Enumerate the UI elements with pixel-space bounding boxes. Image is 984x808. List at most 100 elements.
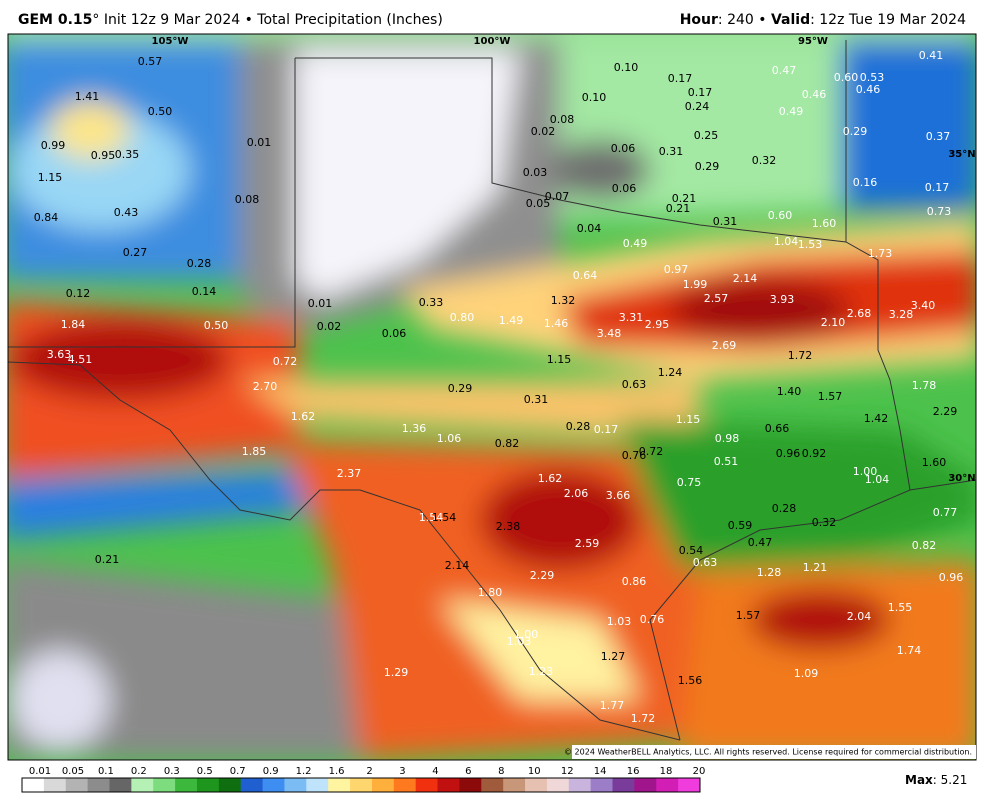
colorbar-tick-label: 16 xyxy=(627,766,640,777)
precip-value: 0.02 xyxy=(531,125,556,138)
precip-value: 2.68 xyxy=(847,307,872,320)
precip-value: 1.57 xyxy=(736,609,761,622)
precip-value: 0.25 xyxy=(694,129,719,142)
precip-value: 0.80 xyxy=(450,311,475,324)
precip-value: 0.31 xyxy=(524,393,549,406)
max-value: : 5.21 xyxy=(933,773,968,787)
precip-value: 0.72 xyxy=(273,355,298,368)
precip-value: 0.92 xyxy=(802,447,827,460)
precip-value: 0.04 xyxy=(577,222,602,235)
precip-value: 1.73 xyxy=(868,247,893,260)
colorbar-swatch xyxy=(196,778,220,792)
colorbar-tick-label: 14 xyxy=(594,766,607,777)
precip-value: 1.23 xyxy=(529,665,554,678)
valid-value: : 12z Tue 19 Mar 2024 xyxy=(810,12,966,28)
precip-value: 0.47 xyxy=(772,64,797,77)
colorbar-swatch xyxy=(175,778,198,792)
precip-value: 2.10 xyxy=(821,316,846,329)
colorbar-swatch xyxy=(65,778,89,792)
colorbar-swatch xyxy=(131,778,154,792)
colorbar-tick-label: 12 xyxy=(561,766,574,777)
colorbar-tick-label: 1.6 xyxy=(329,766,345,777)
precip-value: 0.10 xyxy=(614,61,639,74)
colorbar-swatch xyxy=(634,778,657,792)
precip-value: 0.35 xyxy=(115,148,140,161)
precip-value: 1.03 xyxy=(607,615,632,628)
precip-value: 1.09 xyxy=(794,667,819,680)
precip-value: 1.62 xyxy=(291,410,316,423)
precip-value: 1.03 xyxy=(507,635,532,648)
precip-value: 2.70 xyxy=(253,380,278,393)
colorbar-swatch xyxy=(43,778,67,792)
precip-value: 1.15 xyxy=(547,353,572,366)
colorbar-tick-label: 1.2 xyxy=(296,766,312,777)
precip-value: 1.56 xyxy=(678,674,703,687)
colorbar-swatch xyxy=(22,778,45,792)
precip-value: 0.75 xyxy=(677,476,702,489)
precip-value: 1.06 xyxy=(437,432,462,445)
precip-field xyxy=(8,34,976,760)
precip-value: 0.10 xyxy=(582,91,607,104)
precip-value: 1.42 xyxy=(864,412,889,425)
precip-value: 0.82 xyxy=(912,539,937,552)
colorbar-tick-label: 20 xyxy=(693,766,706,777)
colorbar-swatch xyxy=(525,778,548,792)
precip-value: 1.78 xyxy=(912,379,937,392)
colorbar-swatch xyxy=(240,778,264,792)
precip-value: 3.63 xyxy=(47,348,72,361)
max-label: Max xyxy=(905,773,933,787)
precip-value: 0.29 xyxy=(695,160,720,173)
precip-value: 0.29 xyxy=(448,382,473,395)
precip-value: 1.36 xyxy=(402,422,427,435)
precip-value: 2.29 xyxy=(530,569,555,582)
precip-value: 1.62 xyxy=(538,472,563,485)
precip-value: 1.60 xyxy=(812,217,837,230)
precip-value: 1.28 xyxy=(757,566,782,579)
precip-value: 0.54 xyxy=(679,544,704,557)
colorbar-swatch xyxy=(481,778,504,792)
precip-value: 0.97 xyxy=(664,263,689,276)
precip-value: 0.31 xyxy=(659,145,684,158)
colorbar-tick-label: 0.05 xyxy=(62,766,84,777)
colorbar-swatch xyxy=(568,778,592,792)
lon-label: 100°W xyxy=(474,36,511,47)
precip-value: 0.43 xyxy=(114,206,139,219)
precip-value: 0.64 xyxy=(573,269,598,282)
precip-value: 2.69 xyxy=(712,339,737,352)
colorbar-swatch xyxy=(503,778,526,792)
precip-value: 1.55 xyxy=(888,601,913,614)
precip-value: 0.84 xyxy=(34,211,59,224)
precip-value: 0.98 xyxy=(715,432,740,445)
precip-value: 0.06 xyxy=(382,327,407,340)
precip-value: 1.53 xyxy=(798,238,823,251)
colorbar-swatch xyxy=(393,778,417,792)
colorbar-swatch xyxy=(656,778,679,792)
colorbar-swatch xyxy=(328,778,351,792)
colorbar-tick-label: 0.01 xyxy=(29,766,51,777)
precip-value: 0.08 xyxy=(550,113,575,126)
colorbar-swatch xyxy=(350,778,373,792)
precip-value: 0.32 xyxy=(812,516,837,529)
precip-value: 0.76 xyxy=(622,449,647,462)
precip-value: 0.12 xyxy=(66,287,91,300)
copyright-box xyxy=(572,745,976,759)
precip-value: 1.80 xyxy=(478,586,503,599)
precip-value: 0.77 xyxy=(933,506,958,519)
colorbar-swatch xyxy=(306,778,329,792)
colorbar-frame xyxy=(21,777,701,793)
precip-value: 0.17 xyxy=(688,86,713,99)
precip-value: 0.27 xyxy=(123,246,148,259)
precip-value: 0.16 xyxy=(853,176,878,189)
colorbar-swatch xyxy=(284,778,307,792)
precip-value: 0.02 xyxy=(317,320,342,333)
colorbar-swatch xyxy=(437,778,460,792)
precip-value: 0.17 xyxy=(594,423,619,436)
max-readout: Max: 5.21 xyxy=(905,773,967,787)
colorbar-tick-label: 0.5 xyxy=(197,766,213,777)
precip-value: 1.21 xyxy=(803,561,828,574)
colorbar-tick-label: 0.9 xyxy=(263,766,279,777)
colorbar-tick-label: 0.3 xyxy=(164,766,180,777)
precip-value: 2.14 xyxy=(445,559,470,572)
precip-value: 1.74 xyxy=(897,644,922,657)
colorbar-swatch xyxy=(371,778,395,792)
